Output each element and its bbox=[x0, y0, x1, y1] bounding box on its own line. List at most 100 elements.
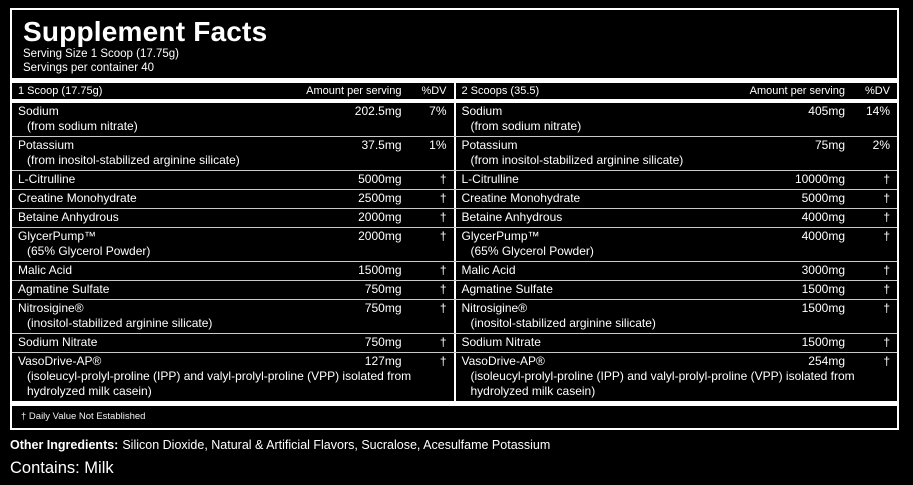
ingredient-dv: † bbox=[439, 301, 447, 315]
ingredient-source: (65% Glycerol Powder) bbox=[27, 244, 151, 258]
ingredient-amount: 405mg bbox=[808, 104, 845, 118]
ingredient-name: Agmatine Sulfate bbox=[18, 282, 110, 296]
ingredient-cell-left: Agmatine Sulfate 750mg † bbox=[12, 281, 456, 299]
ingredient-dv: † bbox=[439, 354, 447, 368]
ingredient-source: (from sodium nitrate) bbox=[470, 119, 582, 133]
ingredient-cell-right: L-Citrulline 10000mg † bbox=[456, 171, 898, 189]
ingredient-name: VasoDrive-AP® bbox=[18, 354, 102, 368]
ingredient-name: Creatine Monohydrate bbox=[461, 191, 581, 205]
ingredient-cell-right: Potassium 75mg 2% (from inositol-stabilized… bbox=[456, 137, 898, 170]
ingredient-cell-left: Potassium 37.5mg 1% (from inositol-stabiliz… bbox=[12, 137, 456, 170]
other-ingredients-label: Other Ingredients: bbox=[10, 438, 119, 452]
ingredient-source: (from inositol-stabilized arginine silic… bbox=[27, 153, 240, 167]
ingredient-dv: 1% bbox=[429, 138, 447, 152]
panel-header: Supplement Facts Serving Size 1 Scoop (1… bbox=[12, 10, 897, 75]
ingredient-name: GlycerPump™ bbox=[18, 229, 97, 243]
ingredient-amount: 10000mg bbox=[794, 172, 845, 186]
ingredient-cell-right: Nitrosigine® 1500mg † (inositol-stabilized … bbox=[456, 300, 898, 333]
col-header-dv-left: %DV bbox=[421, 85, 447, 97]
ingredient-amount: 750mg bbox=[364, 301, 402, 315]
ingredient-row: L-Citrulline 5000mg † L-Citrulline 10000mg † bbox=[12, 171, 897, 190]
ingredient-cell-right: Agmatine Sulfate 1500mg † bbox=[456, 281, 898, 299]
other-ingredients-value: Silicon Dioxide, Natural & Artificial Fl… bbox=[122, 438, 551, 452]
ingredient-cell-right: Sodium Nitrate 1500mg † bbox=[456, 334, 898, 352]
separator-bar-bottom bbox=[12, 401, 897, 406]
table-header-left: 1 Scoop (17.75g) Amount per serving %DV bbox=[12, 83, 456, 99]
ingredient-name: Nitrosigine® bbox=[18, 301, 84, 315]
separator-bar-top bbox=[12, 78, 897, 83]
ingredient-name: Betaine Anhydrous bbox=[461, 210, 563, 224]
col-header-amount-left: Amount per serving bbox=[306, 85, 402, 97]
ingredient-name: L-Citrulline bbox=[461, 172, 519, 186]
ingredient-cell-left: L-Citrulline 5000mg † bbox=[12, 171, 456, 189]
facts-rows: Sodium 202.5mg 7% (from sodium nitrate) Sodi… bbox=[12, 103, 897, 401]
ingredient-name: Agmatine Sulfate bbox=[461, 282, 553, 296]
table-header-row: 1 Scoop (17.75g) Amount per serving %DV … bbox=[12, 83, 897, 99]
ingredient-dv: † bbox=[883, 335, 890, 349]
ingredient-amount: 4000mg bbox=[801, 210, 845, 224]
ingredient-dv: 2% bbox=[872, 138, 890, 152]
ingredient-name: Potassium bbox=[461, 138, 518, 152]
ingredient-cell-left: Sodium Nitrate 750mg † bbox=[12, 334, 456, 352]
table-header-right: 2 Scoops (35.5) Amount per serving %DV bbox=[456, 83, 898, 99]
ingredient-name: Betaine Anhydrous bbox=[18, 210, 119, 224]
ingredient-dv: † bbox=[439, 191, 447, 205]
ingredient-name: Potassium bbox=[18, 138, 75, 152]
col-header-dv-right: %DV bbox=[864, 85, 890, 97]
supplement-facts-panel: Supplement Facts Serving Size 1 Scoop (1… bbox=[10, 8, 899, 430]
ingredient-amount: 5000mg bbox=[801, 191, 845, 205]
ingredient-amount: 3000mg bbox=[801, 263, 845, 277]
ingredient-cell-right: Malic Acid 3000mg † bbox=[456, 262, 898, 280]
ingredient-amount: 1500mg bbox=[358, 263, 402, 277]
ingredient-name: Malic Acid bbox=[18, 263, 73, 277]
ingredient-cell-right: Betaine Anhydrous 4000mg † bbox=[456, 209, 898, 227]
ingredient-dv: † bbox=[439, 229, 447, 243]
ingredient-amount: 4000mg bbox=[801, 229, 845, 243]
ingredient-amount: 1500mg bbox=[801, 301, 845, 315]
ingredient-cell-left: GlycerPump™ 2000mg † (65% Glycerol Powder) bbox=[12, 228, 456, 261]
ingredient-row: GlycerPump™ 2000mg † (65% Glycerol Powder) G… bbox=[12, 228, 897, 262]
ingredient-name: VasoDrive-AP® bbox=[461, 354, 545, 368]
ingredient-cell-left: Malic Acid 1500mg † bbox=[12, 262, 456, 280]
ingredient-dv: † bbox=[883, 354, 890, 368]
ingredient-row: Sodium 202.5mg 7% (from sodium nitrate) Sodi… bbox=[12, 103, 897, 137]
ingredient-dv: † bbox=[439, 282, 447, 296]
ingredient-dv: † bbox=[439, 210, 447, 224]
ingredient-name: Creatine Monohydrate bbox=[18, 191, 137, 205]
ingredient-cell-left: Sodium 202.5mg 7% (from sodium nitrate) bbox=[12, 103, 456, 136]
ingredient-amount: 750mg bbox=[364, 335, 402, 349]
ingredient-source: (inositol-stabilized arginine silicate) bbox=[470, 316, 656, 330]
ingredient-amount: 1500mg bbox=[801, 335, 845, 349]
ingredient-row: Nitrosigine® 750mg † (inositol-stabilized a… bbox=[12, 300, 897, 334]
daily-value-footnote: † Daily Value Not Established bbox=[21, 411, 146, 422]
ingredient-cell-right: Creatine Monohydrate 5000mg † bbox=[456, 190, 898, 208]
ingredient-amount: 37.5mg bbox=[361, 138, 402, 152]
ingredient-cell-right: GlycerPump™ 4000mg † (65% Glycerol Powder) bbox=[456, 228, 898, 261]
ingredient-name: Malic Acid bbox=[461, 263, 516, 277]
col-header-serving-right: 2 Scoops (35.5) bbox=[461, 85, 540, 97]
ingredient-dv: 7% bbox=[429, 104, 447, 118]
ingredient-source: (inositol-stabilized arginine silicate) bbox=[27, 316, 213, 330]
ingredient-source: (from sodium nitrate) bbox=[27, 119, 138, 133]
ingredient-amount: 2500mg bbox=[358, 191, 402, 205]
ingredient-amount: 254mg bbox=[808, 354, 845, 368]
ingredient-cell-right: VasoDrive-AP® 254mg † (isoleucyl-prolyl-pro… bbox=[456, 353, 898, 401]
ingredient-dv: † bbox=[439, 263, 447, 277]
ingredient-dv: † bbox=[883, 263, 890, 277]
ingredient-name: GlycerPump™ bbox=[461, 229, 540, 243]
ingredient-name: Sodium Nitrate bbox=[18, 335, 98, 349]
ingredient-dv: † bbox=[439, 172, 447, 186]
ingredient-dv: † bbox=[883, 282, 890, 296]
ingredient-dv: † bbox=[883, 229, 890, 243]
col-header-serving-left: 1 Scoop (17.75g) bbox=[18, 85, 103, 97]
ingredient-cell-left: VasoDrive-AP® 127mg † (isoleucyl-prolyl-pro… bbox=[12, 353, 456, 401]
ingredient-name: Sodium Nitrate bbox=[461, 335, 541, 349]
ingredient-amount: 2000mg bbox=[358, 210, 402, 224]
ingredient-source: (65% Glycerol Powder) bbox=[470, 244, 594, 258]
serving-size-text: Serving Size 1 Scoop (17.75g) bbox=[23, 48, 179, 60]
ingredient-amount: 1500mg bbox=[801, 282, 845, 296]
ingredient-row: Betaine Anhydrous 2000mg † Betaine Anhydrou… bbox=[12, 209, 897, 228]
ingredient-amount: 127mg bbox=[364, 354, 402, 368]
ingredient-name: L-Citrulline bbox=[18, 172, 76, 186]
ingredient-source: (isoleucyl-prolyl-proline (IPP) and valy… bbox=[470, 369, 855, 398]
